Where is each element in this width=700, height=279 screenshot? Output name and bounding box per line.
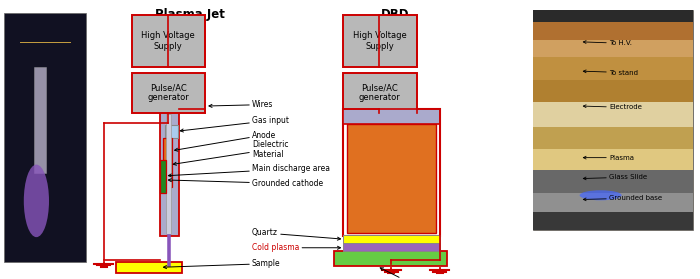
Bar	[160, 160, 166, 193]
Ellipse shape	[580, 190, 622, 200]
Bar	[533, 212, 693, 230]
Text: Grounded base: Grounded base	[583, 195, 662, 201]
Bar	[346, 124, 436, 233]
Text: High Voltage
Supply: High Voltage Supply	[353, 32, 407, 51]
Bar	[533, 80, 693, 102]
Text: Plasma: Plasma	[583, 155, 634, 161]
Bar	[533, 127, 693, 149]
Text: Grounded cathode: Grounded cathode	[378, 268, 449, 279]
Bar	[132, 73, 205, 113]
Bar	[533, 22, 693, 40]
Bar	[166, 114, 171, 234]
Text: Main discharge area: Main discharge area	[169, 164, 330, 177]
Bar	[343, 15, 416, 67]
Text: Dielectric
Material: Dielectric Material	[173, 140, 288, 165]
Bar	[334, 251, 447, 266]
Ellipse shape	[24, 165, 49, 237]
Bar	[533, 193, 693, 212]
Bar	[343, 235, 440, 243]
Bar	[343, 109, 440, 236]
Bar	[4, 13, 86, 262]
Text: Cold plasma: Cold plasma	[252, 243, 340, 252]
Text: Plasma Jet: Plasma Jet	[155, 8, 225, 21]
Bar	[116, 262, 182, 273]
Bar	[533, 149, 693, 170]
Text: Gas input: Gas input	[181, 116, 289, 132]
Bar	[132, 15, 205, 67]
Text: Pulse/AC
generator: Pulse/AC generator	[359, 83, 400, 102]
Bar	[167, 234, 170, 266]
Bar	[163, 138, 172, 187]
Text: To H.V.: To H.V.	[583, 40, 632, 46]
Text: Wires: Wires	[209, 100, 274, 109]
Bar	[533, 102, 693, 127]
Bar	[533, 40, 693, 57]
Text: Quartz: Quartz	[252, 229, 340, 240]
Bar	[165, 125, 178, 138]
Bar	[343, 243, 440, 251]
Text: Pulse/AC
generator: Pulse/AC generator	[148, 83, 189, 102]
Text: High Voltage
Supply: High Voltage Supply	[141, 32, 195, 51]
Bar	[533, 170, 693, 193]
Bar	[533, 57, 693, 80]
Bar	[160, 112, 179, 236]
Text: Glass Slide: Glass Slide	[583, 174, 647, 180]
Bar	[533, 10, 693, 230]
Bar	[343, 109, 440, 124]
Text: Grounded cathode: Grounded cathode	[169, 179, 323, 188]
Text: Anode: Anode	[174, 131, 276, 151]
Bar	[34, 67, 46, 173]
Text: Electrode: Electrode	[583, 104, 642, 110]
Text: DBD: DBD	[382, 8, 409, 21]
Text: To stand: To stand	[583, 69, 638, 76]
Text: Sample: Sample	[164, 259, 281, 269]
Bar	[343, 73, 416, 113]
Bar	[533, 10, 693, 22]
